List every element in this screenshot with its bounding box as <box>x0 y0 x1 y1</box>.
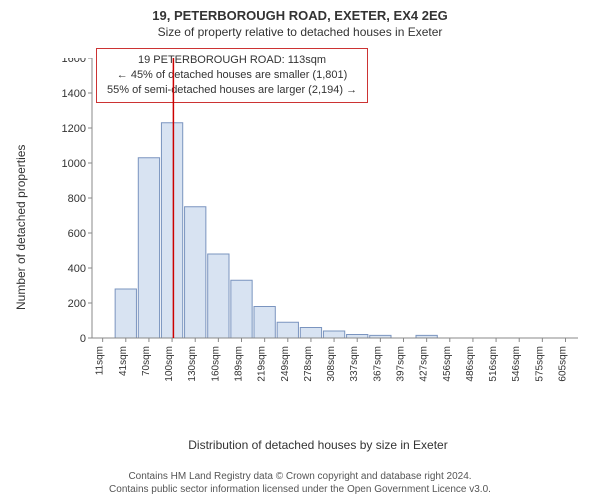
x-tick-label: 427sqm <box>419 346 430 382</box>
x-tick-label: 605sqm <box>558 346 569 382</box>
x-tick-label: 397sqm <box>396 346 407 382</box>
histogram-bar <box>208 254 229 338</box>
x-tick-label: 546sqm <box>511 346 522 382</box>
histogram-bar <box>300 328 321 339</box>
x-tick-label: 575sqm <box>534 346 545 382</box>
x-tick-label: 308sqm <box>326 346 337 382</box>
x-tick-label: 130sqm <box>187 346 198 382</box>
chart-area: 0 200 400 600 800 1000 1200 1400 1600 11sqm 41sqm 7… <box>58 58 578 398</box>
x-tick-label: 337sqm <box>349 346 360 382</box>
histogram-bar <box>277 322 298 338</box>
x-tick-label: 100sqm <box>164 346 175 382</box>
x-tick-label: 11sqm <box>95 346 106 375</box>
histogram-bar <box>138 158 159 338</box>
footer-line-2: Contains public sector information licen… <box>0 483 600 496</box>
chart-title-sub: Size of property relative to detached ho… <box>0 23 600 39</box>
x-tick-label: 219sqm <box>257 346 268 382</box>
histogram-bar <box>115 289 136 338</box>
svg-text:600: 600 <box>68 228 86 240</box>
x-tick-label: 189sqm <box>234 346 245 382</box>
svg-text:1400: 1400 <box>62 88 86 100</box>
x-tick-label: 70sqm <box>141 346 152 376</box>
x-tick-label: 367sqm <box>372 346 383 382</box>
histogram-bar <box>161 123 182 338</box>
y-axis-label: Number of detached properties <box>14 145 28 310</box>
x-axis-label: Distribution of detached houses by size … <box>58 438 578 452</box>
histogram-svg: 0 200 400 600 800 1000 1200 1400 1600 11sqm 41sqm 7… <box>58 58 578 398</box>
histogram-bar <box>254 307 275 339</box>
x-tick-label: 249sqm <box>280 346 291 382</box>
footer-line-1: Contains HM Land Registry data © Crown c… <box>0 470 600 483</box>
svg-text:1200: 1200 <box>62 123 86 135</box>
svg-text:800: 800 <box>68 193 86 205</box>
chart-title-main: 19, PETERBOROUGH ROAD, EXETER, EX4 2EG <box>0 0 600 23</box>
x-tick-label: 486sqm <box>465 346 476 382</box>
histogram-bar <box>231 280 252 338</box>
svg-text:1000: 1000 <box>62 158 86 170</box>
x-tick-label: 41sqm <box>118 346 129 376</box>
x-tick-label: 516sqm <box>488 346 499 382</box>
x-tick-label: 456sqm <box>442 346 453 382</box>
svg-text:0: 0 <box>80 333 86 345</box>
histogram-bar <box>185 207 206 338</box>
svg-text:400: 400 <box>68 263 86 275</box>
x-tick-label: 160sqm <box>210 346 221 382</box>
svg-text:1600: 1600 <box>62 58 86 65</box>
histogram-bar <box>347 335 368 339</box>
histogram-bar <box>323 331 344 338</box>
x-tick-label: 278sqm <box>303 346 314 382</box>
footer-attribution: Contains HM Land Registry data © Crown c… <box>0 470 600 496</box>
svg-text:200: 200 <box>68 298 86 310</box>
